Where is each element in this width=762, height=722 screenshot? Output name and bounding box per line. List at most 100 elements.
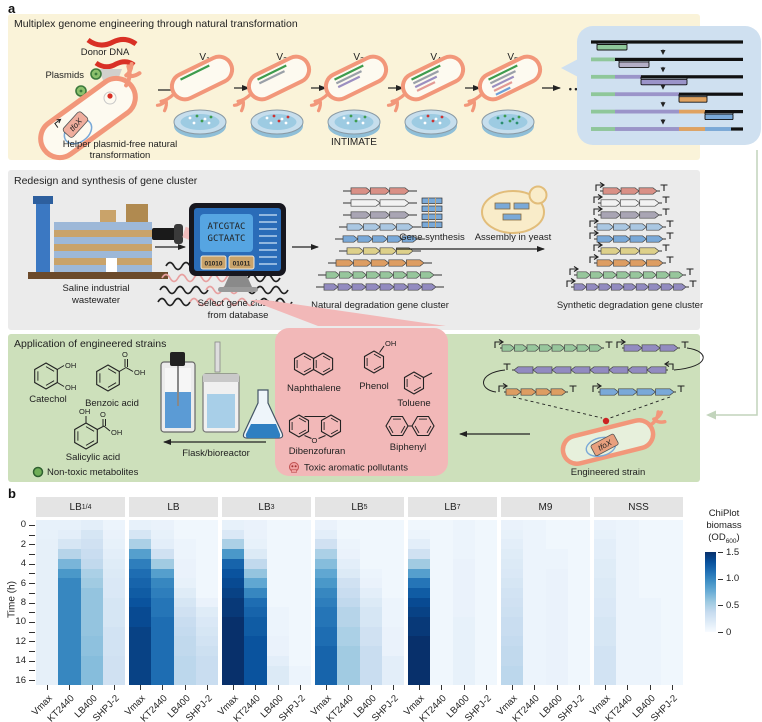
colorbar-tick	[718, 552, 723, 553]
heatmap-cell	[266, 549, 290, 560]
heatmap-cell	[244, 587, 267, 598]
heatmap-cell	[660, 646, 684, 657]
heatmap-cell	[80, 607, 104, 618]
heatmap-cell	[545, 539, 569, 550]
y-tick	[29, 660, 35, 662]
heatmap-cell	[501, 520, 524, 530]
heatmap-cell	[567, 665, 591, 676]
gene-cluster-row	[566, 278, 697, 291]
heatmap-cell	[222, 587, 245, 598]
heatmap-cell	[594, 607, 617, 618]
pollutant-label: Naphthalene	[287, 383, 341, 394]
heatmap-cell	[545, 655, 569, 666]
x-tick	[299, 685, 301, 690]
heatmap-cell	[151, 665, 174, 676]
heatmap-cell	[195, 646, 219, 657]
svg-text:O: O	[122, 350, 128, 359]
metabolite-label: Catechol	[29, 394, 67, 405]
heatmap-cell	[381, 568, 405, 579]
screen-button	[200, 255, 227, 270]
heatmap-cell	[222, 539, 245, 550]
pollutant-label: Toluene	[397, 398, 430, 409]
heatmap-cell	[660, 675, 684, 686]
catechol-structure: OH OH	[34, 361, 76, 392]
heatmap-cell	[452, 655, 476, 666]
svg-text:OH: OH	[65, 383, 76, 392]
heatmap-cell	[102, 597, 126, 608]
heatmap-cell	[244, 520, 267, 530]
assembly-label: Assembly in yeast	[475, 232, 552, 243]
heatmap-panel	[36, 520, 126, 686]
heatmap-cell	[315, 626, 338, 637]
heatmap-cell	[452, 539, 476, 550]
y-tick	[29, 612, 35, 614]
heatmap-cell	[381, 558, 405, 569]
heatmap-cell	[173, 578, 197, 589]
y-tick-label: 6	[20, 577, 26, 589]
heatmap-cell	[359, 646, 383, 657]
heatmap-cell	[36, 558, 59, 569]
heatmap-cell	[151, 539, 174, 550]
heatmap-cell	[315, 539, 338, 550]
heatmap-cell	[594, 655, 617, 666]
heatmap-cell	[501, 636, 524, 647]
section-application: Application of engineered strains OH OH …	[8, 300, 704, 482]
y-tick-label: 12	[15, 635, 26, 647]
heatmap-cell	[36, 636, 59, 647]
y-tick	[29, 583, 35, 585]
heatmap-cell	[288, 607, 312, 618]
heatmap-cell	[173, 539, 197, 550]
heatmap-cell	[408, 607, 431, 618]
heatmap-cell	[381, 636, 405, 647]
heatmap-cell	[315, 529, 338, 540]
heatmap-cell	[195, 568, 219, 579]
heatmap-cell	[408, 587, 431, 598]
heatmap-cell	[545, 587, 569, 598]
heatmap-cell	[474, 617, 498, 628]
heatmap-cell	[58, 568, 81, 579]
integration-dot	[602, 417, 610, 425]
heatmap-cell	[266, 558, 290, 569]
heatmap-cell	[616, 675, 639, 686]
heatmap-cell	[80, 520, 104, 530]
genome-row	[591, 74, 743, 90]
heatmap-cell	[58, 607, 81, 618]
heatmap-cell	[266, 587, 290, 598]
heatmap-panel	[222, 520, 312, 686]
heatmap-cell	[173, 558, 197, 569]
heatmap-cell	[58, 520, 81, 530]
heatmap-cell	[594, 626, 617, 637]
heatmap-cell	[474, 539, 498, 550]
heatmap-cell	[523, 568, 546, 579]
heatmap-cell	[474, 646, 498, 657]
heatmap-cell	[80, 549, 104, 560]
heatmap-panel	[408, 520, 498, 686]
heatmap-cell	[660, 636, 684, 647]
heatmap-cell	[222, 636, 245, 647]
heatmap-cell	[638, 539, 662, 550]
heatmap-cell	[266, 568, 290, 579]
heatmap-cell	[452, 646, 476, 657]
heatmap-cell	[315, 520, 338, 530]
x-tick	[649, 685, 651, 690]
colorbar-unit: (OD600)	[708, 532, 740, 545]
genome-row	[591, 109, 743, 125]
toxic-label: Toxic aromatic pollutants	[304, 463, 408, 474]
petri-dish	[404, 109, 458, 138]
y-tick	[29, 563, 35, 565]
y-tick-label: 16	[15, 674, 26, 686]
heatmap-cell	[102, 675, 126, 686]
heatmap-cell	[58, 636, 81, 647]
heatmap-cell	[58, 558, 81, 569]
gene-cluster-row	[328, 259, 432, 267]
computer-monitor: ATCGTAC GCTAATC 01010 01011	[189, 203, 286, 292]
heatmap-cell	[222, 549, 245, 560]
x-tick	[326, 685, 328, 690]
heatmap-cell	[523, 529, 546, 540]
heatmap-cell	[151, 520, 174, 530]
x-tick	[556, 685, 558, 690]
heatmap-cell	[288, 655, 312, 666]
heatmap-cell	[222, 626, 245, 637]
heatmap-cell	[102, 539, 126, 550]
heatmap-cell	[430, 646, 453, 657]
